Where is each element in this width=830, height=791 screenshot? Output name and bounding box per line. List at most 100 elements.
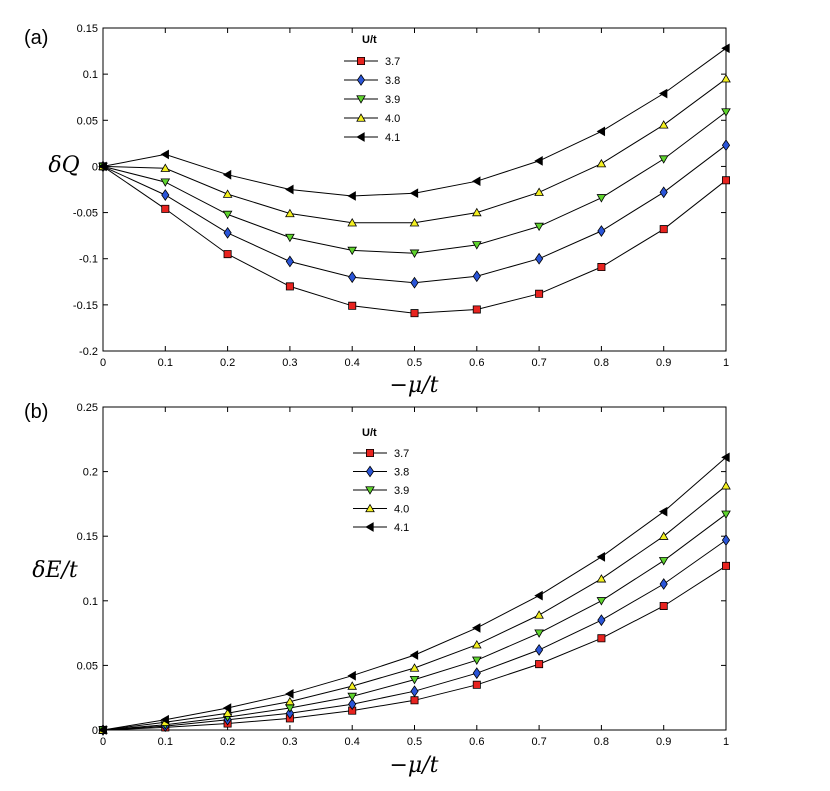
data-point — [347, 191, 356, 201]
y-tick-label: -0.05 — [73, 208, 98, 220]
legend-entry: 4.1 — [385, 132, 400, 144]
data-point — [471, 207, 482, 217]
series-4.0 — [98, 481, 731, 734]
legend-entry: 3.9 — [394, 485, 409, 497]
data-point — [160, 163, 171, 172]
y-tick-label: 0.2 — [83, 467, 98, 479]
x-tick-label: 0.6 — [469, 357, 484, 369]
x-tick-label: 0 — [100, 357, 106, 369]
x-tick-label: 0.9 — [656, 357, 671, 369]
x-tick-label: 0.8 — [594, 357, 609, 369]
x-tick-label: 0.1 — [158, 357, 173, 369]
series-3.7 — [99, 561, 730, 734]
data-point — [659, 578, 668, 590]
data-point — [596, 574, 607, 583]
plot-area — [102, 27, 727, 352]
data-point — [597, 263, 606, 272]
series-3.8 — [98, 139, 731, 289]
x-tick-label: 0.2 — [220, 357, 235, 369]
data-point — [535, 660, 544, 669]
legend-marker — [356, 95, 366, 104]
series-3.7 — [99, 162, 730, 318]
data-point — [721, 534, 731, 547]
data-point — [223, 226, 232, 239]
data-point — [348, 698, 357, 711]
data-point — [161, 189, 170, 201]
data-point — [409, 675, 420, 685]
legend-marker — [365, 486, 375, 495]
data-point — [471, 656, 482, 665]
data-point — [222, 703, 232, 713]
data-point — [222, 210, 233, 220]
data-point — [721, 73, 731, 83]
x-axis-label: −μ/t — [390, 373, 439, 398]
data-point — [596, 194, 607, 203]
data-point — [347, 217, 358, 227]
data-point — [658, 531, 669, 540]
data-point — [161, 204, 170, 213]
panel-label: (a) — [24, 27, 48, 49]
data-point — [534, 156, 543, 166]
legend-marker — [356, 74, 366, 86]
data-point — [410, 696, 419, 705]
data-point — [285, 255, 294, 268]
y-tick-label: 0.1 — [83, 69, 98, 81]
series-line — [102, 165, 727, 314]
y-tick-label: 0 — [92, 725, 98, 737]
data-point — [658, 506, 668, 517]
series-4.1 — [98, 452, 730, 735]
data-point — [534, 629, 544, 638]
data-point — [409, 217, 420, 227]
legend-marker — [366, 449, 374, 457]
legend-entry: 3.7 — [394, 448, 409, 460]
data-point — [472, 667, 481, 680]
data-point — [658, 557, 669, 566]
data-point — [285, 707, 294, 720]
data-point — [471, 241, 482, 250]
data-point — [285, 282, 294, 291]
data-point — [285, 688, 294, 699]
data-point — [721, 481, 731, 490]
panel-a: 0 0.1 0.2 0.3 0.4 0.5 0.6 0.7 0.8 0.9 1 -0.2 -0.15 -0… — [24, 23, 731, 398]
data-point — [409, 650, 419, 660]
series-line — [102, 565, 727, 731]
panel-b: 0 0.1 0.2 0.3 0.4 0.5 0.6 0.7 0.8 0.9 1 0 0.05 0.1 0.1… — [24, 401, 731, 778]
legend-title: U/t — [362, 34, 377, 46]
legend-title: U/t — [362, 427, 377, 439]
x-tick-label: 0.3 — [282, 736, 297, 748]
legend-marker — [356, 132, 365, 142]
data-point — [534, 222, 544, 232]
data-point — [535, 289, 544, 298]
data-point — [285, 184, 294, 195]
series-4.0 — [98, 73, 731, 227]
data-point — [472, 305, 481, 314]
data-point — [722, 561, 730, 570]
data-point — [98, 725, 107, 735]
data-point — [534, 590, 543, 601]
data-point — [535, 252, 544, 265]
legend-marker — [365, 465, 375, 478]
data-point — [160, 178, 171, 187]
data-point — [285, 208, 295, 218]
x-tick-label: 0.6 — [469, 736, 484, 748]
data-point — [721, 43, 730, 54]
data-point — [472, 623, 481, 633]
data-point — [597, 634, 606, 643]
y-tick-label: 0.1 — [83, 596, 98, 608]
data-point — [597, 614, 606, 627]
data-point — [658, 155, 669, 164]
legend-entry: 4.0 — [394, 504, 409, 516]
x-tick-label: 1 — [723, 357, 729, 369]
y-tick-label: 0.05 — [77, 660, 98, 672]
data-point — [658, 120, 669, 129]
data-point — [596, 158, 607, 168]
data-point — [596, 126, 606, 137]
legend-marker — [356, 113, 366, 122]
data-point — [596, 597, 607, 606]
x-tick-label: 0.5 — [407, 357, 422, 369]
series-line — [102, 144, 727, 284]
data-point — [596, 552, 606, 562]
data-point — [347, 670, 356, 681]
data-point — [347, 246, 358, 256]
